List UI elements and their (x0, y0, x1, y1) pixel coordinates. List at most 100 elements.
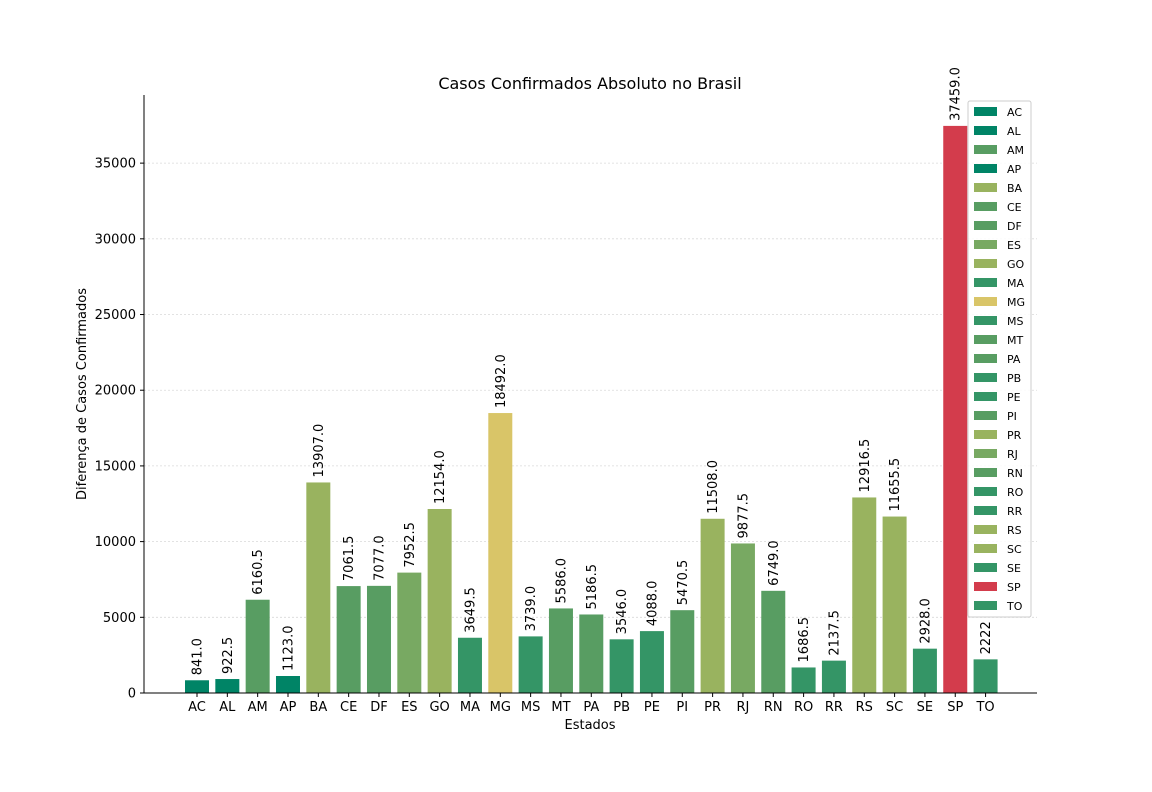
legend-swatch-go (974, 259, 997, 268)
legend-swatch-ro (974, 487, 997, 496)
legend-swatch-pb (974, 373, 997, 382)
bar-ba (306, 482, 331, 693)
legend-label-rr: RR (1007, 505, 1023, 518)
x-tick-label-df: DF (370, 700, 388, 715)
legend-swatch-am (974, 145, 997, 154)
bar-sc (882, 516, 907, 693)
legend-label-pe: PE (1007, 391, 1021, 404)
y-tick-label: 30000 (95, 232, 136, 247)
legend-swatch-rs (974, 525, 997, 534)
bars-group (185, 125, 998, 694)
legend-swatch-df (974, 221, 997, 230)
legend-swatch-pe (974, 392, 997, 401)
data-label-al: 922.5 (221, 637, 236, 674)
legend-swatch-pa (974, 354, 997, 363)
legend-swatch-ap (974, 164, 997, 173)
data-label-pe: 4088.0 (645, 581, 660, 627)
x-tick-label-pa: PA (583, 700, 599, 715)
legend-label-ms: MS (1007, 315, 1023, 328)
bar-es (397, 572, 422, 693)
legend-label-al: AL (1007, 125, 1022, 138)
x-tick-label-pr: PR (704, 700, 721, 715)
data-label-pb: 3546.0 (615, 589, 630, 635)
legend-label-df: DF (1007, 220, 1022, 233)
legend-label-sc: SC (1007, 543, 1022, 556)
bar-to (973, 659, 998, 693)
bar-go (427, 508, 452, 693)
x-tick-label-to: TO (975, 700, 994, 715)
legend-swatch-rn (974, 468, 997, 477)
x-tick-label-ce: CE (340, 700, 357, 715)
legend-swatch-rr (974, 506, 997, 515)
bar-rs (852, 497, 877, 693)
x-tick-label-ro: RO (794, 700, 813, 715)
data-label-df: 7077.0 (372, 535, 387, 581)
data-label-se: 2928.0 (918, 598, 933, 644)
data-label-sc: 11655.5 (888, 458, 903, 512)
x-tick-label-al: AL (219, 700, 236, 715)
x-tick-label-rs: RS (856, 700, 873, 715)
data-label-go: 12154.0 (433, 450, 448, 504)
legend-label-se: SE (1007, 562, 1021, 575)
data-label-rj: 9877.5 (736, 493, 751, 539)
bar-se (912, 648, 937, 693)
bar-ma (457, 637, 482, 693)
data-label-mg: 18492.0 (494, 354, 509, 408)
bar-am (245, 599, 270, 693)
chart-title: Casos Confirmados Absoluto no Brasil (438, 74, 741, 93)
x-tick-label-es: ES (401, 700, 417, 715)
bar-ro (791, 667, 816, 693)
bar-rn (761, 590, 786, 693)
legend-swatch-ms (974, 316, 997, 325)
x-tick-label-pb: PB (613, 700, 630, 715)
y-tick-label: 0 (128, 687, 136, 702)
y-axis-title: Diferença de Casos Confirmados (75, 288, 90, 500)
legend-swatch-mg (974, 297, 997, 306)
data-label-pa: 5186.5 (585, 564, 600, 610)
legend-label-am: AM (1007, 144, 1024, 157)
x-tick-label-pe: PE (644, 700, 660, 715)
y-tick-label: 10000 (95, 535, 136, 550)
x-tick-labels: AC AL AM AP BA CE DF ES GO MA MG MS MT PA PB PE PI PR RJ RN… (188, 693, 995, 715)
legend-label-mt: MT (1007, 334, 1023, 347)
legend-swatch-ce (974, 202, 997, 211)
legend-label-ma: MA (1007, 277, 1024, 290)
legend-label-pb: PB (1007, 372, 1021, 385)
legend-swatch-pr (974, 430, 997, 439)
bar-pi (670, 610, 695, 693)
legend-label-mg: MG (1007, 296, 1025, 309)
data-label-ro: 1686.5 (797, 617, 812, 663)
x-tick-label-rr: RR (825, 700, 843, 715)
bar-ap (275, 675, 300, 693)
bar-df (366, 585, 391, 693)
bar-ce (336, 586, 361, 693)
y-tick-label: 25000 (95, 308, 136, 323)
x-tick-label-pi: PI (676, 700, 688, 715)
bar-al (215, 679, 240, 693)
legend-swatch-sp (974, 582, 997, 591)
y-tick-label: 15000 (95, 459, 136, 474)
data-label-mt: 5586.0 (554, 558, 569, 604)
bar-pa (579, 614, 604, 693)
x-tick-label-go: GO (429, 700, 449, 715)
legend-items: AC AL AM AP BA CE DF ES GO MA MG MS MT PA PB PE PI PR RJ RN… (974, 106, 1025, 613)
x-tick-label-mt: MT (551, 700, 570, 715)
legend-label-pa: PA (1007, 353, 1021, 366)
legend-label-to: TO (1006, 600, 1023, 613)
data-label-ap: 1123.0 (281, 625, 296, 671)
x-tick-label-ms: MS (521, 700, 540, 715)
data-label-ma: 3649.5 (463, 587, 478, 632)
x-tick-label-rj: RJ (737, 700, 750, 715)
legend-label-ap: AP (1007, 163, 1022, 176)
x-tick-label-ap: AP (280, 700, 297, 715)
legend-swatch-ma (974, 278, 997, 287)
bar-sp (943, 125, 968, 694)
legend-label-rn: RN (1007, 467, 1023, 480)
x-tick-label-ma: MA (460, 700, 480, 715)
legend-label-rj: RJ (1007, 448, 1018, 461)
legend-swatch-mt (974, 335, 997, 344)
legend-swatch-ba (974, 183, 997, 192)
data-label-am: 6160.5 (251, 549, 266, 595)
x-tick-label-se: SE (917, 700, 933, 715)
x-tick-label-sp: SP (947, 700, 963, 715)
